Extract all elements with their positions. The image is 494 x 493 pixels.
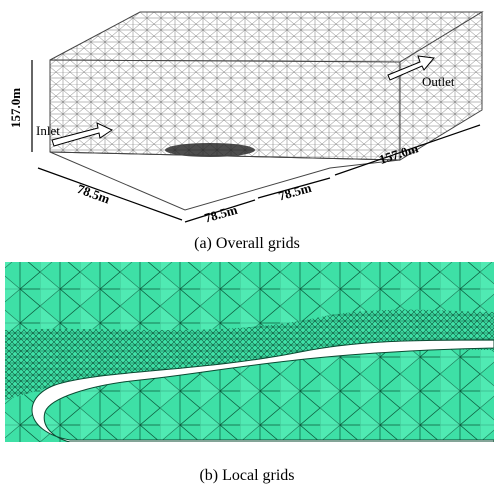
width-label: 78.5m bbox=[277, 180, 314, 204]
local-mesh bbox=[5, 262, 494, 462]
figure: 157.0m Inlet Outlet 78.5m 78.5m 78.5m 15… bbox=[0, 0, 494, 493]
caption: (b) Local grids bbox=[199, 467, 294, 484]
caption: (a) Overall grids bbox=[194, 235, 300, 252]
outlet-label: Outlet bbox=[422, 74, 455, 89]
overall-mesh bbox=[50, 12, 482, 210]
height-label: 157.0m bbox=[8, 88, 23, 128]
width-label: 78.5m bbox=[203, 202, 240, 226]
inlet-label: Inlet bbox=[36, 123, 60, 138]
width-label: 78.5m bbox=[75, 181, 112, 207]
below-body bbox=[60, 442, 494, 462]
